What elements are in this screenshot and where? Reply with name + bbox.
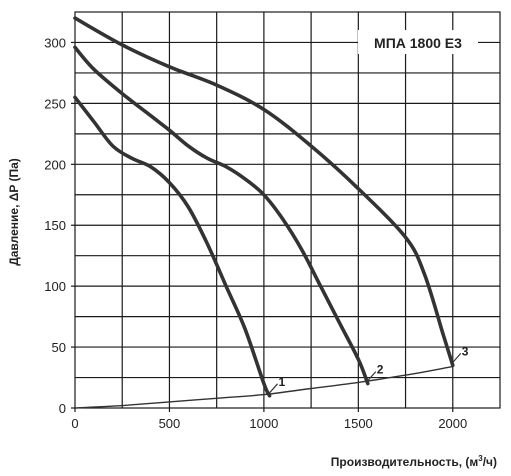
model-label-background — [358, 30, 478, 54]
curve-1 — [73, 95, 272, 398]
model-label-group: МПА 1800 Е3 — [358, 30, 478, 54]
system-curve-line — [74, 365, 453, 409]
curve-labels: 1 2 3 — [269, 344, 469, 394]
x-tick-label: 500 — [159, 416, 181, 431]
y-tick-label: 0 — [59, 401, 66, 416]
y-tick-label: 300 — [44, 35, 66, 50]
curve-label-3: 3 — [462, 344, 469, 358]
x-axis-label-sup: 3 — [478, 454, 483, 463]
x-axis-label: Производительность, (м3/ч) — [331, 454, 497, 469]
curve-label-2: 2 — [377, 363, 384, 377]
curve-label-leader — [269, 383, 279, 394]
y-tick-label: 200 — [44, 157, 66, 172]
chart-title: МПА 1800 Е3 — [374, 35, 462, 51]
y-tick-label: 150 — [44, 218, 66, 233]
x-axis-label-tail: /ч) — [483, 455, 497, 469]
x-axis-label-text: Производительность, (м — [331, 455, 479, 469]
tick-labels: 0 500 1000 1500 2000 0 50 100 150 200 250 300 — [44, 35, 467, 431]
x-tick-label: 1000 — [249, 416, 278, 431]
y-tick-label: 100 — [44, 279, 66, 294]
grid — [74, 11, 501, 409]
x-tick-label: 1500 — [344, 416, 373, 431]
curve-3 — [73, 16, 455, 368]
performance-curves — [73, 16, 455, 398]
y-axis-label: Давление, ΔP (Па) — [7, 158, 21, 266]
curve-2 — [73, 45, 370, 386]
x-tick-label: 2000 — [438, 416, 467, 431]
curve-label-1: 1 — [279, 375, 286, 389]
y-tick-label: 50 — [52, 340, 66, 355]
y-tick-label: 250 — [44, 96, 66, 111]
curve-label-leader — [452, 352, 462, 363]
plot-frame — [74, 11, 501, 409]
curve-label-leader — [367, 371, 377, 382]
x-tick-label: 0 — [71, 416, 78, 431]
system-curve — [74, 365, 453, 409]
